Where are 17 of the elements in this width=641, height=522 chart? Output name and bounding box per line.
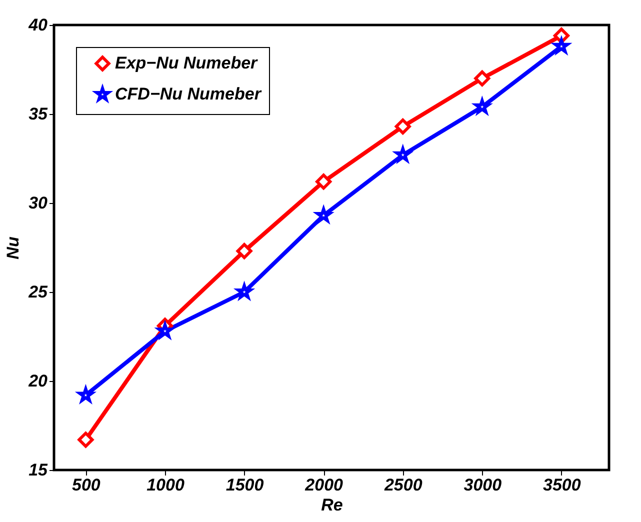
y-tick-label: 25 bbox=[28, 282, 48, 302]
y-tick-label: 20 bbox=[28, 372, 48, 390]
x-tick-label: 2000 bbox=[304, 476, 344, 494]
x-tick-label: 500 bbox=[72, 476, 101, 494]
x-tick-label: 3500 bbox=[543, 476, 582, 494]
y-tick-label: 40 bbox=[28, 16, 48, 34]
x-tick-label: 1000 bbox=[146, 476, 185, 494]
y-tick-label: 30 bbox=[28, 194, 48, 212]
y-tick-label: 15 bbox=[28, 460, 48, 480]
legend-label: CFD−Nu Numeber bbox=[115, 84, 262, 104]
x-tick-label: 3000 bbox=[464, 476, 502, 494]
x-axis-title: Re bbox=[321, 496, 343, 514]
x-tick-label: 2500 bbox=[383, 476, 423, 494]
y-axis-title: Nu bbox=[4, 236, 23, 260]
y-tick-label: 35 bbox=[28, 104, 48, 124]
x-tick-label: 1500 bbox=[226, 476, 264, 494]
legend-label: Exp−Nu Numeber bbox=[115, 54, 259, 72]
